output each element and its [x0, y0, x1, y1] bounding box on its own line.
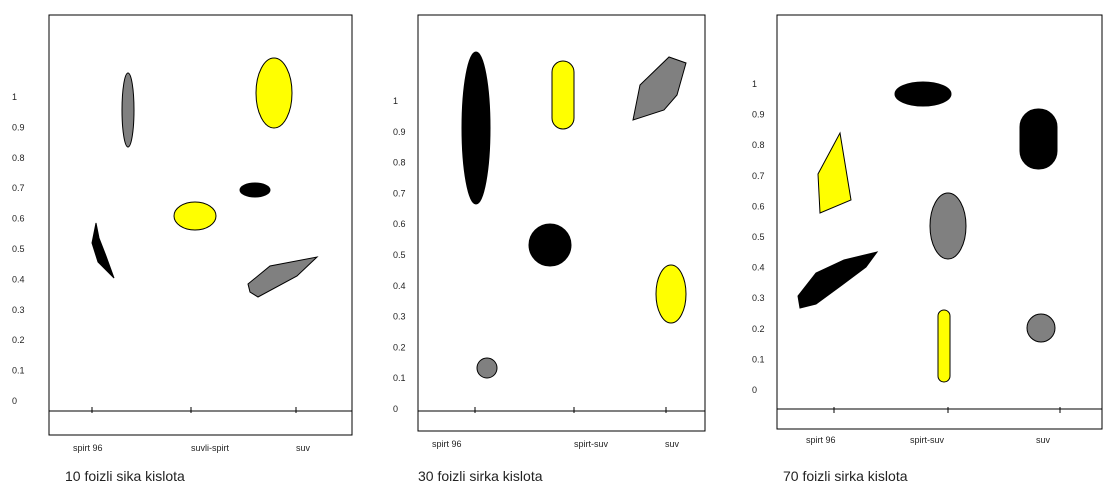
chart-panel-1: 1 0.9 0.8 0.7 0.6 0.5 0.4 0.3 0.2 0.1 0 spirt 96 su…: [12, 14, 353, 484]
spot: [461, 51, 491, 205]
spots: [91, 57, 319, 298]
spot: [655, 264, 687, 324]
x-category-label: spirt 96: [806, 435, 836, 445]
y-tick-label: 0.7: [752, 171, 765, 181]
y-tick-label: 0.3: [393, 312, 406, 322]
spot: [528, 223, 572, 267]
y-tick-label: 0.1: [393, 373, 406, 383]
x-category-label: spirt 96: [73, 443, 103, 453]
y-tick-label: 1: [393, 96, 398, 106]
y-tick-label: 0.6: [393, 219, 406, 229]
y-tick-label: 0.2: [12, 335, 25, 345]
plot-frame: [417, 14, 706, 432]
spot: [929, 192, 967, 260]
y-tick-label: 0.2: [752, 324, 765, 334]
y-tick-label: 0.4: [393, 281, 406, 291]
spot: [255, 57, 293, 129]
x-category-label: suv: [665, 439, 680, 449]
spot: [476, 357, 498, 379]
y-tick-label: 0.2: [393, 342, 406, 352]
y-tick-label: 0.8: [12, 153, 25, 163]
spots: [461, 51, 687, 379]
y-tick-label: 0: [393, 404, 398, 414]
spot: [91, 222, 115, 279]
y-tick-label: 0: [12, 396, 17, 406]
spots: [797, 81, 1058, 383]
x-category-labels: spirt 96 spirt-suv suv: [432, 439, 680, 449]
y-tick-label: 0.8: [393, 158, 406, 168]
y-tick-label: 0.9: [393, 127, 406, 137]
spot: [1026, 313, 1056, 343]
spot: [937, 309, 951, 383]
x-category-labels: spirt 96 suvli-spirt suv: [73, 443, 311, 453]
y-tick-label: 1: [12, 92, 17, 102]
spot: [797, 251, 879, 309]
plot-frame: [48, 14, 353, 436]
spot: [173, 201, 217, 231]
x-tick-marks: [833, 407, 1061, 413]
spot: [817, 131, 852, 214]
spot: [551, 60, 575, 130]
y-tick-label: 0.9: [12, 122, 25, 132]
x-category-label: suv: [1036, 435, 1051, 445]
plot-frame: [776, 14, 1103, 430]
y-tick-labels: 1 0.9 0.8 0.7 0.6 0.5 0.4 0.3 0.2 0.1 0: [752, 79, 765, 395]
spot: [894, 81, 952, 107]
y-tick-label: 0.3: [752, 293, 765, 303]
x-category-label: suvli-spirt: [191, 443, 230, 453]
y-tick-label: 0.9: [752, 110, 765, 120]
chart-caption: 70 foizli sirka kislota: [783, 468, 908, 484]
y-tick-label: 0.3: [12, 305, 25, 315]
spot: [121, 72, 135, 148]
y-tick-label: 0.5: [12, 244, 25, 254]
x-category-label: spirt 96: [432, 439, 462, 449]
chart-caption: 10 foizli sika kislota: [65, 468, 185, 484]
x-category-label: spirt-suv: [574, 439, 609, 449]
y-tick-labels: 1 0.9 0.8 0.7 0.6 0.5 0.4 0.3 0.2 0.1 0: [393, 96, 406, 414]
y-tick-label: 0.5: [752, 232, 765, 242]
y-tick-label: 0.7: [12, 183, 25, 193]
y-tick-label: 1: [752, 79, 757, 89]
y-tick-labels: 1 0.9 0.8 0.7 0.6 0.5 0.4 0.3 0.2 0.1 0: [12, 92, 25, 406]
y-tick-label: 0.7: [393, 188, 406, 198]
y-tick-label: 0.6: [12, 214, 25, 224]
spot: [632, 56, 687, 121]
y-tick-label: 0.1: [752, 354, 765, 364]
y-tick-label: 0.6: [752, 201, 765, 211]
spot: [1019, 108, 1058, 170]
x-category-label: spirt-suv: [910, 435, 945, 445]
y-tick-label: 0.5: [393, 250, 406, 260]
y-tick-label: 0: [752, 385, 757, 395]
spot: [239, 182, 271, 198]
y-tick-label: 0.8: [752, 140, 765, 150]
chart-caption: 30 foizli sirka kislota: [418, 468, 543, 484]
y-tick-label: 0.1: [12, 366, 25, 376]
chart-panel-3: 10.90.80.70.60.50.40.30.20.10 spirt 96 sp…: [752, 14, 1103, 484]
chart-panel-2: 10.90.80.70.60.50.40.30.20.10 spirt 96 sp…: [393, 14, 706, 484]
x-category-labels: spirt 96 spirt-suv suv: [806, 435, 1051, 445]
y-tick-label: 0.4: [12, 274, 25, 284]
x-tick-marks: [91, 407, 297, 413]
x-category-label: suv: [296, 443, 311, 453]
spot: [247, 256, 319, 298]
x-tick-marks: [474, 407, 667, 413]
y-tick-label: 0.4: [752, 263, 765, 273]
